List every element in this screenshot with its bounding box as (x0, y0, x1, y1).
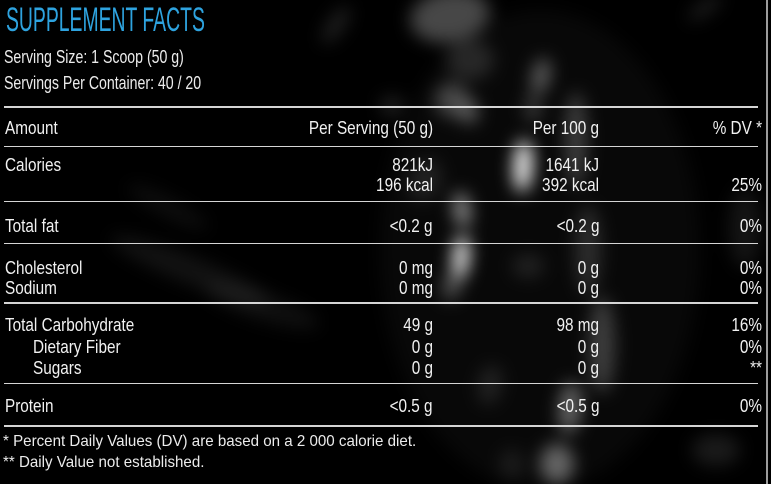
footnote-daily-values: * Percent Daily Values (DV) are based on… (3, 433, 417, 450)
row-dietary-fiber-per-serving: 0 g (411, 336, 433, 357)
divider (4, 145, 758, 147)
divider (4, 425, 758, 427)
row-sugars-per-100g: 0 g (578, 358, 600, 379)
header-per-serving: Per Serving (50 g) (308, 118, 433, 139)
row-total-fat-dv: 0% (739, 215, 762, 236)
divider (4, 302, 758, 304)
row-calories-dv: 25% (731, 175, 762, 196)
row-calories-per-serving: 821kJ (392, 154, 433, 175)
row-protein-label: Protein (5, 395, 54, 416)
row-cholesterol-label: Cholesterol (5, 258, 83, 278)
row-dietary-fiber-dv: 0% (739, 336, 762, 357)
panel-right-border (766, 0, 768, 484)
row-sodium-per-serving: 0 mg (398, 278, 433, 299)
row-sodium-label: Sodium (5, 278, 57, 299)
divider (4, 106, 758, 108)
row-calories-kcal-per-serving: 196 kcal (376, 175, 433, 196)
row-protein-per-100g: <0.5 g (556, 395, 600, 416)
row-dietary-fiber-label: Dietary Fiber (33, 336, 121, 357)
serving-size-line: Serving Size: 1 Scoop (50 g) (4, 46, 184, 67)
row-total-carbohydrate-per-serving: 49 g (403, 315, 433, 336)
row-sugars-label: Sugars (33, 358, 82, 379)
row-cholesterol-per-serving: 0 mg (398, 258, 433, 278)
header-dv: % DV * (712, 118, 762, 139)
row-calories-per-100g: 1641 kJ (545, 154, 600, 175)
row-calories-kcal-per-100g: 392 kcal (542, 175, 600, 196)
row-total-fat-per-serving: <0.2 g (390, 215, 433, 236)
row-total-fat-per-100g: <0.2 g (556, 215, 600, 236)
divider (4, 242, 758, 244)
page-title: SUPPLEMENT FACTS (6, 1, 205, 39)
row-calories-label: Calories (5, 154, 62, 175)
row-sodium-dv: 0% (739, 278, 762, 299)
header-per-100g: Per 100 g (533, 118, 600, 139)
row-cholesterol-per-100g: 0 g (578, 258, 600, 278)
row-protein-dv: 0% (739, 395, 762, 416)
header-amount: Amount (5, 118, 58, 139)
row-cholesterol-dv: 0% (739, 258, 762, 278)
row-protein-per-serving: <0.5 g (390, 395, 433, 416)
row-sodium-per-100g: 0 g (578, 278, 600, 299)
row-total-fat-label: Total fat (5, 215, 59, 236)
row-sugars-per-serving: 0 g (411, 358, 433, 379)
row-total-carbohydrate-label: Total Carbohydrate (5, 315, 135, 336)
footnote-daily-value-not-established: ** Daily Value not established. (3, 454, 205, 472)
divider (4, 200, 758, 202)
divider (4, 382, 758, 384)
row-dietary-fiber-per-100g: 0 g (578, 336, 600, 357)
row-sugars-dv: ** (750, 358, 762, 379)
row-total-carbohydrate-per-100g: 98 mg (556, 315, 600, 336)
row-total-carbohydrate-dv: 16% (731, 315, 762, 336)
servings-per-container-line: Servings Per Container: 40 / 20 (4, 72, 202, 93)
